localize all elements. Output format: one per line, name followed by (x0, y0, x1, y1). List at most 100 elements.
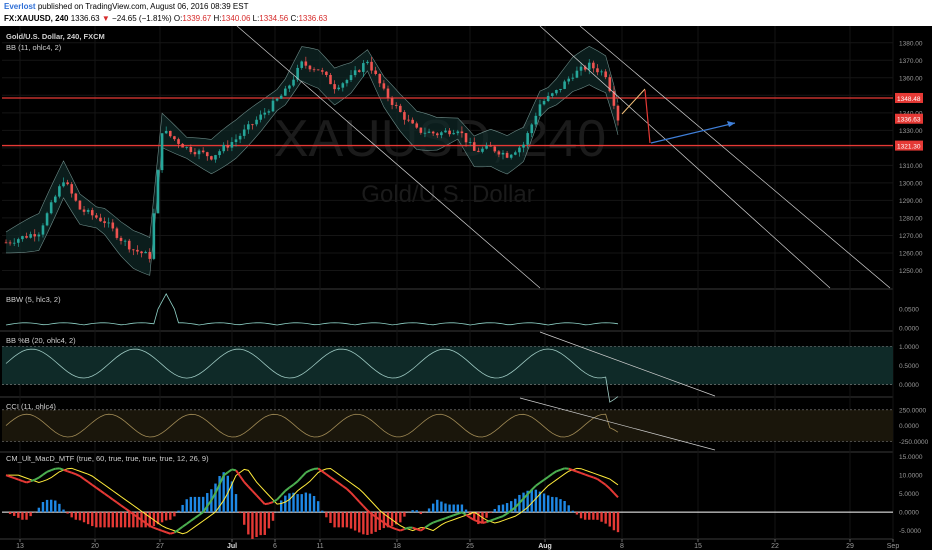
grid (0, 26, 894, 540)
macd-histogram-bar (25, 512, 28, 520)
candle-body (555, 90, 558, 94)
time-tick-label: Jul (227, 543, 237, 550)
macd-line-segment (539, 478, 545, 484)
candle-body (353, 70, 357, 76)
main-pane[interactable] (2, 26, 893, 289)
macd-line-segment (112, 498, 118, 504)
bbpct-pane-title: BB %B (20, ohlc4, 2) (6, 336, 76, 345)
price-change: −24.65 (−1.81%) (112, 14, 172, 23)
macd-histogram-bar (604, 512, 607, 524)
candle-body (312, 69, 316, 71)
macd-line-segment (445, 515, 450, 520)
bbpct-tick-label: 0.5000 (899, 363, 919, 370)
macd-tick-label: 10.0000 (899, 473, 923, 480)
macd-histogram-bar (243, 512, 246, 525)
candle-body (575, 70, 579, 78)
macd-histogram-bar (259, 512, 262, 536)
macd-line-segment (354, 496, 360, 503)
macd-line-segment (309, 467, 315, 472)
macd-line-segment (288, 483, 295, 489)
high-label: H: (213, 14, 222, 23)
macd-histogram-bar (45, 499, 49, 513)
macd-histogram-bar (37, 507, 41, 513)
candle-body (17, 239, 20, 243)
candle-body (386, 88, 390, 99)
candle-body (571, 77, 575, 79)
close-value: 1336.63 (298, 14, 328, 23)
cci-band (2, 409, 893, 442)
bbpct-tick-label: 1.0000 (899, 344, 919, 351)
candle-body (514, 152, 517, 155)
macd-line-segment (259, 499, 266, 505)
macd-line-segment (235, 469, 241, 477)
candle-body (550, 93, 554, 96)
macd-line-segment (17, 478, 23, 482)
bbpct-band (2, 346, 893, 385)
macd-line-segment (395, 528, 401, 532)
candle-body (505, 152, 509, 158)
macd-line-segment (362, 505, 369, 512)
bbw-pane[interactable] (5, 292, 619, 326)
candle-body (509, 154, 513, 158)
macd-histogram-bar (251, 512, 254, 539)
macd-pane[interactable] (2, 467, 893, 539)
ohlc-line: FX:XAUUSD, 240 1336.63 ▼ −24.65 (−1.81%)… (4, 13, 327, 24)
candle-body (41, 225, 45, 235)
watermark-name: Gold/U.S. Dollar (361, 181, 534, 208)
candle-body (419, 127, 423, 133)
candle-body (423, 132, 427, 134)
macd-histogram-bar (333, 512, 336, 528)
macd-histogram-bar (312, 496, 316, 513)
bbw-line (5, 292, 619, 326)
candle-body (185, 146, 189, 148)
macd-line-segment (239, 475, 246, 483)
macd-histogram-bar (403, 512, 406, 517)
author-link[interactable]: Everlost (4, 2, 36, 11)
macd-line-segment (510, 506, 516, 512)
macd-line-segment (284, 486, 291, 492)
published-line: Everlost published on TradingView.com, A… (4, 1, 248, 12)
macd-histogram-bar (148, 512, 151, 528)
macd-line-segment (145, 522, 151, 527)
price-tag-label: 1348.48 (897, 96, 921, 103)
candle-body (156, 170, 160, 214)
macd-histogram-bar (452, 504, 455, 513)
candle-body (522, 144, 525, 148)
macd-line-segment (613, 492, 619, 499)
macd-histogram-bar (456, 504, 460, 513)
cci-pane[interactable] (2, 397, 893, 451)
candle-body (546, 95, 550, 102)
macd-line-segment (149, 524, 155, 529)
bb-percent-pane[interactable] (2, 331, 893, 403)
candle-body (230, 142, 234, 148)
macd-line-segment (128, 510, 134, 515)
time-tick-label: 15 (694, 543, 702, 550)
time-tick-label: 29 (846, 543, 854, 550)
candle-body (115, 228, 119, 238)
macd-line-segment (522, 493, 529, 500)
chart-canvas[interactable]: XAUUSD, 240 Gold/U.S. Dollar 1250.001260… (0, 26, 932, 550)
candle-body (374, 70, 377, 75)
macd-histogram-bar (156, 512, 160, 525)
candle-body (25, 236, 28, 238)
macd-histogram-bar (431, 503, 435, 513)
macd-line-segment (153, 526, 159, 531)
candle-body (45, 213, 49, 226)
candle-body (596, 68, 599, 73)
time-tick-label: Aug (538, 543, 552, 550)
macd-histogram-bar (522, 492, 525, 513)
macd-line-segment (280, 490, 287, 496)
macd-line-segment (103, 492, 110, 498)
macd-line-segment (531, 484, 537, 491)
macd-histogram-bar (419, 512, 423, 515)
bb-upper-line (5, 45, 619, 239)
macd-line-segment (157, 528, 163, 532)
candle-body (242, 129, 246, 136)
candle-body (616, 105, 620, 121)
macd-line-segment (202, 505, 209, 513)
macd-histogram-bar (54, 500, 57, 513)
candle-body (259, 114, 262, 120)
macd-tick-label: -5.0000 (899, 528, 921, 535)
bbpct-line (5, 348, 619, 403)
macd-histogram-bar (288, 493, 291, 513)
